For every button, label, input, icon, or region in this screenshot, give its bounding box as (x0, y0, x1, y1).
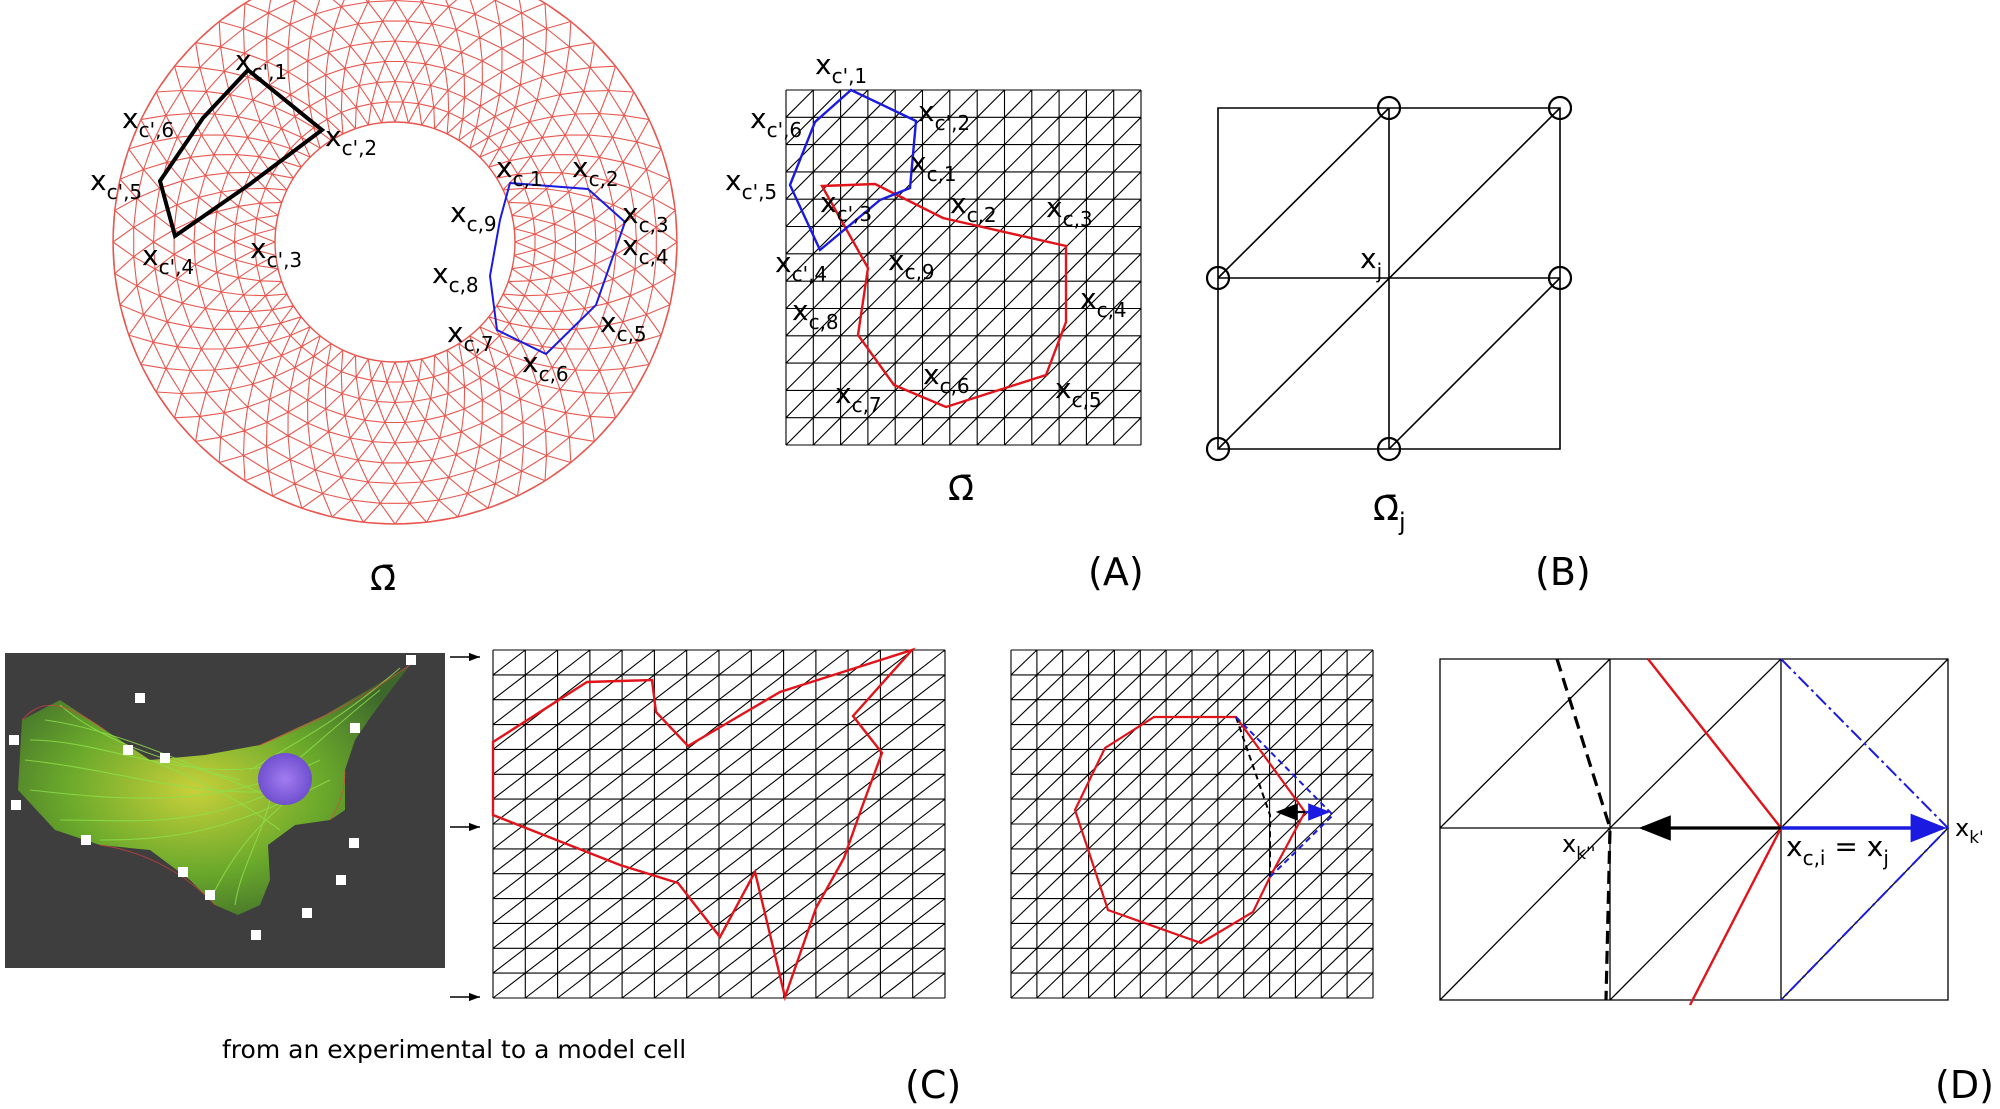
panel-b-node-circle (1547, 265, 1573, 291)
ann-labels-point: xc,6 (522, 346, 569, 386)
gridC-lines (492, 649, 946, 999)
panel-a-cell-c-contour (819, 182, 1068, 409)
panel-b-node-circle (1376, 436, 1402, 462)
ann-labels-point: xc',3 (250, 232, 302, 272)
annulus-domain-label: Ω̄ (370, 559, 396, 599)
a-labels-point: xc',5 (725, 164, 777, 204)
panel-d-label-xk1: xk' (1955, 814, 1984, 848)
a-labels-point: xc,6 (923, 358, 970, 398)
panel-c-deformation-grid (1010, 649, 1374, 999)
annulus-outer-boundary (112, 0, 678, 525)
panel-a-domain-label: Ω̄ (948, 469, 974, 509)
gridC2-lines (1010, 649, 1374, 999)
panel-c-model-cell-contour (491, 647, 916, 1002)
ann-labels-point: xc,4 (622, 229, 669, 269)
annulus-cell-c-contour (488, 181, 627, 356)
annulus-hole (275, 122, 515, 362)
panel-b-node-xj: xj (1360, 242, 1382, 283)
ann-labels-point: xc',2 (325, 120, 377, 160)
panel-a-point-labels: xc',1 xc',2 xc',3 xc',4 xc',5 xc',6 xc,1xc,2 xc… (725, 48, 1127, 417)
ann-labels-point: xc,2 (572, 151, 619, 191)
ann-labels-point: xc',4 (142, 239, 194, 279)
panel-c-displacement (1235, 716, 1335, 878)
panel-b-node-circle (1205, 265, 1231, 291)
a-labels-point: xc',4 (775, 246, 827, 286)
a-labels-point: xc,7 (835, 377, 882, 417)
annulus-inner-boundary (274, 121, 516, 363)
panel-b-node-circle (1205, 436, 1231, 462)
a-labels-point: xc',3 (820, 186, 872, 226)
a-labels-point: xc,3 (1046, 191, 1093, 231)
a-labels-point: xc',2 (918, 95, 970, 135)
a-labels-point: xc,2 (950, 187, 997, 227)
a-labels-point: xc,9 (888, 244, 935, 284)
ann-labels-point: xc,7 (447, 316, 494, 356)
ann-labels-point: xc,9 (450, 196, 497, 236)
panel-c-deformed-cell-contour (1073, 715, 1307, 945)
a-labels-point: xc',6 (750, 102, 802, 142)
panel-a-letter: (A) (1088, 550, 1144, 594)
a-labels-point: xc,8 (792, 294, 839, 334)
panel-d-letter: (D) (1935, 1063, 1994, 1107)
ann-labels-point: xc,8 (432, 257, 479, 297)
panel-c-letter: (C) (905, 1063, 961, 1107)
annulus-cell-cprime-contour (157, 67, 326, 240)
a-labels-point: xc',1 (815, 48, 867, 88)
ann-labels-point: xc,3 (622, 197, 669, 237)
panel-d-label-xk2: xk'' (1562, 830, 1595, 864)
panel-c-caption: from an experimental to a model cell (222, 1035, 686, 1064)
a-labels-point: xc,4 (1080, 282, 1127, 322)
ann-labels-point: xc',1 (235, 44, 287, 84)
a-labels-point: xc,1 (910, 146, 957, 186)
panel-a-cell-cprime-contour (788, 88, 918, 252)
gridA-lines (785, 89, 1142, 446)
panel-d-label-xci: xc,i = xj (1786, 830, 1889, 870)
panel-d-contours (1555, 658, 1950, 1006)
annulus-point-labels: xc',1xc',2xc',3xc',4xc',5xc',6xc,1 xc,2xc… (90, 44, 669, 386)
ann-labels-point: xc',6 (122, 102, 174, 142)
panel-b-lines (1217, 107, 1561, 450)
panel-b-node-circle (1376, 95, 1402, 121)
panel-b-neighbour-nodes (1205, 95, 1573, 462)
panel-b-domain-label: Ω̄j (1373, 489, 1406, 536)
a-labels-point: xc,5 (1055, 372, 1102, 412)
panel-b-node-circle (1547, 95, 1573, 121)
panel-c-model-grid (492, 649, 946, 999)
panel-c-arrows (450, 652, 480, 1002)
ann-labels-point: xc',5 (90, 164, 142, 204)
ann-labels-point: xc,1 (496, 151, 543, 191)
panel-b-letter: (B) (1535, 550, 1591, 594)
ann-labels-point: xc,5 (600, 306, 647, 346)
panel-a-grid (785, 89, 1142, 446)
cell-micrograph (5, 653, 445, 1010)
panel-b-grid (1217, 107, 1561, 450)
